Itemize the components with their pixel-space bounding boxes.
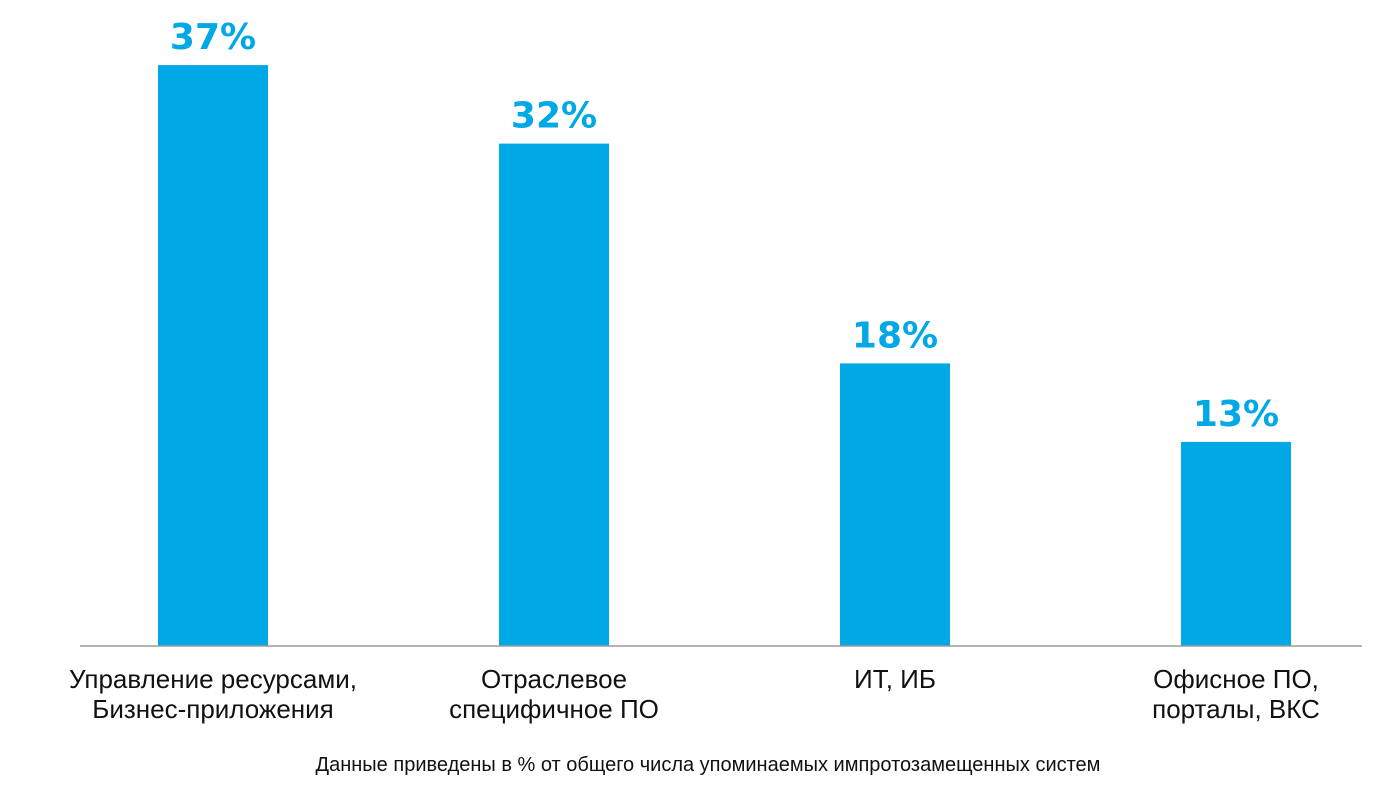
category-label: Бизнес-приложения (92, 694, 334, 724)
category-label: Отраслевое (481, 664, 627, 694)
bar (840, 363, 950, 646)
bar-value-label: 13% (1193, 394, 1279, 435)
category-label: порталы, ВКС (1152, 694, 1320, 724)
value-labels-group: 37% 32% 18% 13% (170, 17, 1279, 435)
bar-value-label: 32% (511, 96, 597, 137)
chart-footnote: Данные приведены в % от общего числа упо… (316, 754, 1101, 776)
bars-group (158, 65, 1291, 647)
bar (499, 143, 609, 646)
category-label: ИТ, ИБ (854, 664, 936, 694)
bar-value-label: 18% (852, 315, 938, 356)
category-label: специфичное ПО (449, 694, 659, 724)
bar (1181, 441, 1291, 646)
category-label: Управление ресурсами, (69, 664, 357, 694)
bar-value-label: 37% (170, 17, 256, 58)
category-label: Офисное ПО, (1153, 664, 1319, 694)
category-labels-group: Управление ресурсами,Бизнес-приложения От… (69, 664, 1320, 724)
bar (158, 65, 268, 647)
